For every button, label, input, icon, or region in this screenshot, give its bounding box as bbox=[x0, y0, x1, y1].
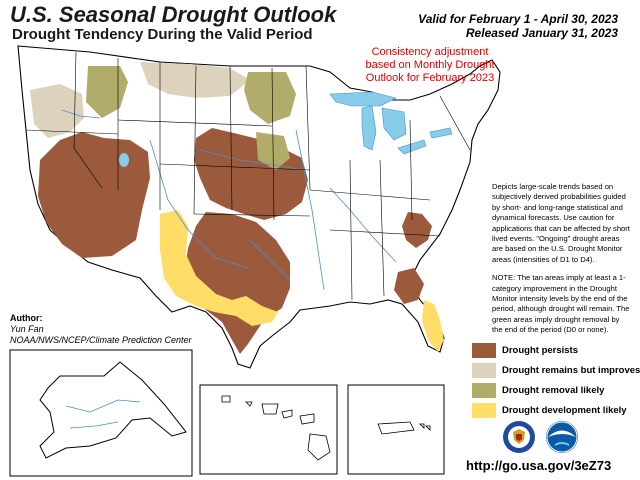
map-title: U.S. Seasonal Drought Outlook bbox=[10, 2, 337, 27]
legend-label: Drought remains but improves bbox=[502, 365, 640, 376]
great-salt-lake bbox=[119, 153, 129, 167]
doc-seal-icon bbox=[503, 421, 535, 453]
state-borders bbox=[25, 51, 471, 301]
legend-label: Drought removal likely bbox=[502, 385, 605, 396]
lake-ontario bbox=[429, 127, 453, 139]
author-label: Author: bbox=[10, 313, 43, 323]
noaa-logo-icon bbox=[546, 421, 578, 453]
author-name: Yun Fan bbox=[10, 324, 44, 334]
lake-huron bbox=[381, 107, 407, 141]
author-org: NOAA/NWS/NCEP/Climate Prediction Center bbox=[10, 335, 192, 345]
source-url[interactable]: http://go.usa.gov/3eZ73 bbox=[466, 458, 612, 473]
description-paragraph-1: Depicts large-scale trends based on subj… bbox=[492, 182, 630, 264]
consistency-note: Consistency adjustment based on Monthly … bbox=[365, 46, 495, 84]
legend: Drought persists Drought remains but imp… bbox=[472, 343, 640, 423]
removal-mt-dakota bbox=[244, 72, 296, 124]
develop-texas bbox=[160, 210, 278, 326]
description-paragraph-2: NOTE: The tan areas imply at least a 1-c… bbox=[492, 273, 630, 335]
legend-label: Drought persists bbox=[502, 345, 579, 356]
puerto-rico-land bbox=[377, 421, 431, 435]
removal-idaho bbox=[86, 66, 128, 118]
description: Depicts large-scale trends based on subj… bbox=[492, 182, 632, 344]
legend-label: Drought development likely bbox=[502, 405, 627, 416]
legend-swatch bbox=[472, 343, 496, 358]
author-block: Author: Yun Fan NOAA/NWS/NCEP/Climate Pr… bbox=[10, 313, 192, 346]
improve-montana bbox=[140, 62, 250, 98]
persist-georgia bbox=[394, 268, 424, 304]
rivers bbox=[61, 109, 397, 291]
lake-michigan bbox=[361, 105, 377, 151]
legend-swatch bbox=[472, 383, 496, 398]
release-date: Released January 31, 2023 bbox=[465, 26, 618, 40]
persist-west bbox=[38, 132, 150, 258]
legend-swatch bbox=[472, 363, 496, 378]
improve-pnw bbox=[30, 84, 84, 138]
valid-dates: Valid for February 1 - April 30, 2023 bbox=[418, 12, 618, 26]
legend-item: Drought development likely bbox=[472, 403, 640, 418]
develop-florida bbox=[422, 300, 444, 352]
legend-item: Drought persists bbox=[472, 343, 640, 358]
lake-superior bbox=[329, 91, 397, 107]
persist-carolina bbox=[402, 212, 432, 248]
lake-erie bbox=[397, 139, 427, 155]
map-subtitle: Drought Tendency During the Valid Period bbox=[12, 26, 313, 43]
legend-item: Drought remains but improves bbox=[472, 363, 640, 378]
hawaii-inset bbox=[199, 384, 338, 475]
legend-item: Drought removal likely bbox=[472, 383, 640, 398]
alaska-land bbox=[39, 361, 187, 459]
legend-swatch bbox=[472, 403, 496, 418]
